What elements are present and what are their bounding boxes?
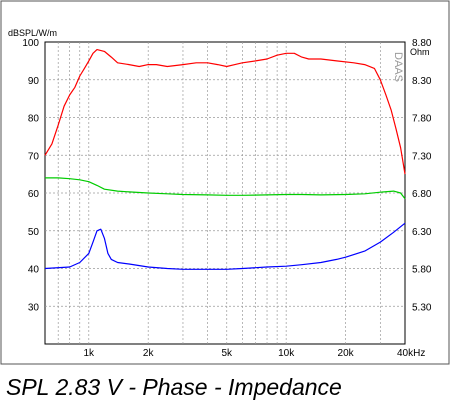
series-line-2 xyxy=(45,177,406,200)
right-tick-label: 5.30 xyxy=(412,302,432,313)
right-tick-label: 8.80 xyxy=(412,38,432,49)
x-tick-label: 40kHz xyxy=(397,348,425,359)
left-tick-label: 100 xyxy=(22,38,39,49)
x-tick-label: 5k xyxy=(221,348,233,359)
right-tick-label: 6.30 xyxy=(412,227,432,238)
right-tick-label: 7.30 xyxy=(412,151,432,162)
right-tick-label: 6.80 xyxy=(412,189,432,200)
left-tick-label: 30 xyxy=(28,302,40,313)
x-tick-label: 10k xyxy=(278,348,295,359)
tick-labels: 30 40 50 60 70 80 90 100 5.30 5.80 6.30 6.80 7.30 7.8… xyxy=(22,38,432,359)
right-tick-label: 8.30 xyxy=(412,76,432,87)
right-axis-label: Ohm xyxy=(410,47,430,57)
spl-impedance-chart: 30 40 50 60 70 80 90 100 5.30 5.80 6.30 6.80 7.30 7.8… xyxy=(0,0,450,365)
x-tick-label: 20k xyxy=(338,348,355,359)
series-line-1 xyxy=(44,49,406,175)
watermark-daas: DAAS xyxy=(392,52,404,82)
left-axis-label: dBSPL/W/m xyxy=(8,28,57,38)
left-tick-label: 80 xyxy=(28,114,40,125)
x-tick-label: 2k xyxy=(143,348,155,359)
right-tick-label: 7.80 xyxy=(412,114,432,125)
chart-frame: 30 40 50 60 70 80 90 100 5.30 5.80 6.30 6.80 7.30 7.8… xyxy=(0,0,450,365)
chart-caption: SPL 2.83 V - Phase - Impedance xyxy=(6,374,342,400)
left-tick-label: 90 xyxy=(28,76,40,87)
grid xyxy=(45,42,405,344)
left-tick-label: 70 xyxy=(28,151,40,162)
series-layer xyxy=(44,49,406,270)
left-tick-label: 60 xyxy=(28,189,40,200)
right-tick-label: 5.80 xyxy=(412,265,432,276)
left-tick-label: 50 xyxy=(28,227,40,238)
x-tick-label: 1k xyxy=(84,348,96,359)
left-tick-label: 40 xyxy=(28,265,40,276)
series-line-3 xyxy=(44,222,406,270)
